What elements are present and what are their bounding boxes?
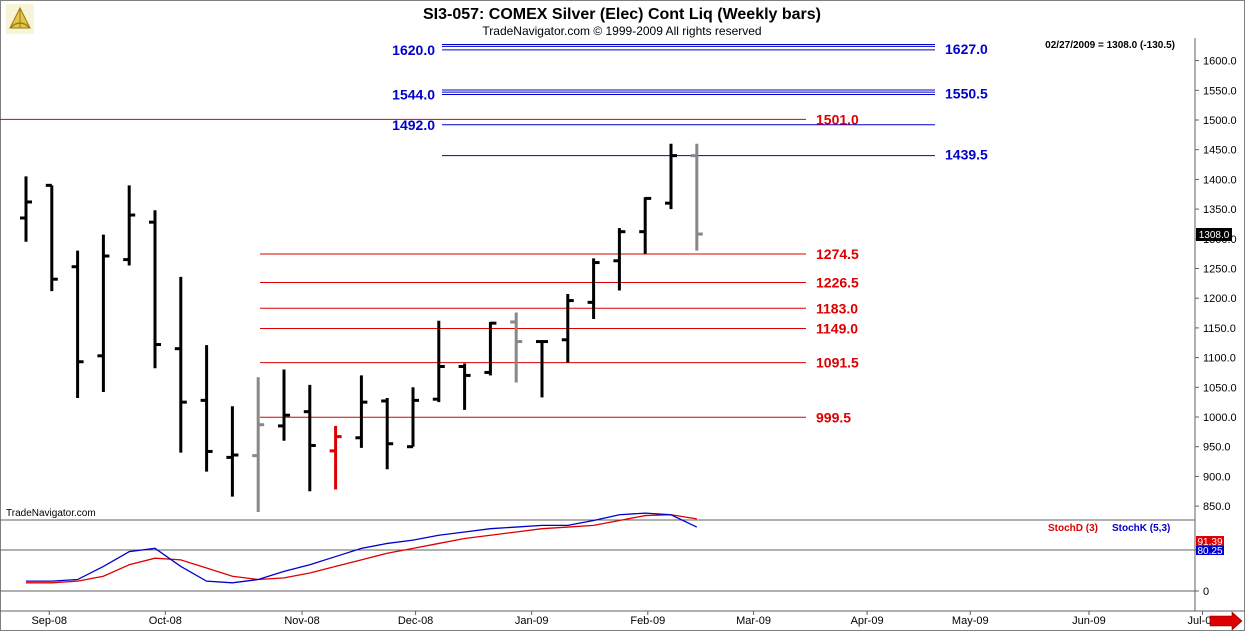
ohlc-bar [639,196,652,254]
price-panel: 850.0 900.0 950.0 1000.0 1050.0 1100.0 1150.0 1… [0,38,1237,611]
month-tick-label: Mar-09 [736,615,771,627]
month-tick-label: Jan-09 [515,615,549,627]
red-level-label: 1226.5 [816,274,859,290]
red-level-label: 1183.0 [816,300,858,316]
red-level-label: 1501.0 [816,111,859,127]
ohlc-bar [432,320,445,403]
ohlc-bar [407,387,419,449]
date-readout: 02/27/2009 = 1308.0 (-130.5) [1045,40,1175,51]
price-tick-label: 1000.0 [1203,412,1237,424]
month-tick-label: Apr-09 [851,615,884,627]
stoch-value-tags: 91.39 80.25 [1196,536,1224,557]
price-tick-label: 900.0 [1203,471,1231,483]
ohlc-bar [303,384,316,492]
blue-level-right-label: 1550.5 [945,85,988,101]
price-tick-label: 1050.0 [1203,382,1237,394]
price-tick-label: 1200.0 [1203,293,1237,305]
month-tick-label: May-09 [952,615,989,627]
legend-stochk: StochK (5,3) [1112,523,1170,534]
ohlc-bar [458,363,471,410]
svg-text:91.39: 91.39 [1197,537,1222,548]
svg-text:80.25: 80.25 [1197,546,1222,557]
stochastic-panel: StochD (3) StochK (5,3) 050 91.39 80.25 [0,512,1245,612]
ohlc-bar [587,258,600,319]
blue-level-left-label: 1620.0 [392,42,435,58]
ohlc-bar [97,234,110,393]
ohlc-bar [510,312,523,383]
price-tick-label: 950.0 [1203,442,1231,454]
blue-level-left-label: 1492.0 [392,117,435,133]
ohlc-bar [45,183,58,292]
month-tick-label: Oct-08 [149,615,182,627]
ohlc-bar [174,276,187,453]
ohlc-bar [71,250,84,398]
price-tick-label: 1250.0 [1203,264,1237,276]
ohlc-bar [561,294,574,363]
blue-level-right-label: 1439.5 [945,147,988,163]
ohlc-bar [278,369,290,441]
ohlc-bar [20,176,32,242]
price-tick-label: 1150.0 [1203,323,1236,335]
ohlc-bar [484,321,497,376]
stochastic-lines [26,512,698,584]
ohlc-bar [536,340,548,398]
legend-stochd: StochD (3) [1048,523,1098,534]
ohlc-bar [226,406,239,497]
ohlc-bar [149,210,161,369]
scroll-right-arrow-icon[interactable] [1209,611,1243,631]
ohlc-bar [613,228,626,291]
blue-level-left-label: 1544.0 [392,86,435,102]
price-tick-label: 1350.0 [1203,204,1237,216]
sextant-logo-icon[interactable] [6,4,34,34]
red-level-label: 1274.5 [816,246,859,262]
price-tick-label: 1100.0 [1203,353,1236,365]
ohlc-bar [329,425,342,490]
ohlc-bar [381,397,394,470]
ohlc-bar [123,185,136,266]
watermark-label: TradeNavigator.com [6,508,96,519]
ohlc-bar [355,375,368,448]
price-tick-label: 1400.0 [1203,174,1237,186]
month-tick-label: Nov-08 [284,615,319,627]
stochk-line [26,512,698,584]
month-tick-label: Jun-09 [1072,615,1106,627]
month-tick-label: Sep-08 [31,615,66,627]
time-axis: Sep-08 Oct-08 Nov-08 Dec-08 Jan-09 Feb-09 Mar-… [31,611,1217,627]
blue-resistance-levels: 1620.0 1627.0 1544.0 1550.5 1492.0 1439.5 [392,41,988,163]
last-price-tag: 1308.0 [1196,228,1232,241]
ohlc-bar [200,345,213,472]
red-level-label: 999.5 [816,409,851,425]
ohlc-bar [252,377,265,513]
ohlc-bar [665,143,677,210]
stoch-tick-label: 0 [1203,586,1209,598]
price-tick-label: 850.0 [1203,501,1231,513]
price-tick-label: 1450.0 [1203,145,1237,157]
red-level-label: 1091.5 [816,355,859,371]
blue-level-right-label: 1627.0 [945,41,988,57]
ohlc-bars [20,143,703,513]
chart-copyright: TradeNavigator.com © 1999-2009 All right… [482,24,761,38]
chart-title: SI3-057: COMEX Silver (Elec) Cont Liq (W… [423,6,821,23]
red-support-levels: 1501.0 1274.5 1226.5 1183.0 1149.0 1091.5 999.… [0,111,859,425]
price-tick-label: 1600.0 [1203,56,1237,68]
month-tick-label: Dec-08 [398,615,433,627]
red-level-label: 1149.0 [816,320,858,336]
price-tick-label: 1550.0 [1203,85,1237,97]
price-axis: 850.0 900.0 950.0 1000.0 1050.0 1100.0 1150.0 1… [1195,56,1237,513]
stochd-line [26,514,697,584]
price-tick-label: 1500.0 [1203,115,1237,127]
svg-text:1308.0: 1308.0 [1199,230,1230,241]
ohlc-bar [690,143,703,251]
month-tick-label: Feb-09 [630,615,665,627]
